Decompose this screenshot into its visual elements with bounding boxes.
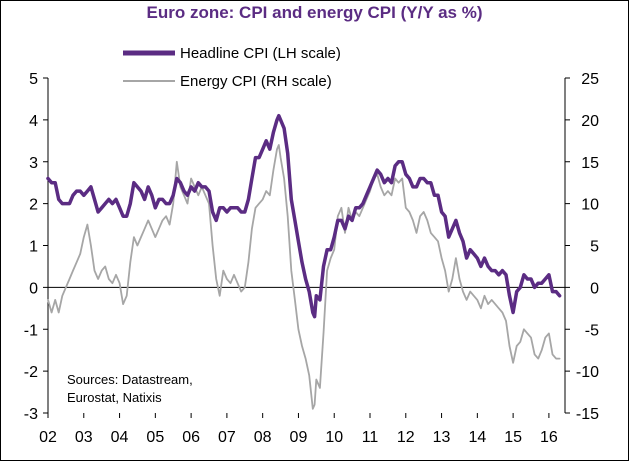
chart-title: Euro zone: CPI and energy CPI (Y/Y as %)	[146, 3, 483, 22]
left-tick-label: -1	[24, 322, 38, 339]
source-line-2: Eurostat, Natixis	[67, 390, 162, 405]
x-tick-label: 02	[39, 429, 57, 446]
x-tick-label: 15	[504, 429, 522, 446]
left-tick-label: 0	[29, 280, 38, 297]
x-tick-label: 13	[433, 429, 451, 446]
left-tick-label: 2	[29, 197, 38, 214]
series-layer	[46, 113, 562, 410]
right-tick-label: -15	[576, 406, 599, 423]
right-tick-label: 20	[581, 113, 599, 130]
left-tick-label: 5	[29, 71, 38, 88]
right-tick-label: 25	[581, 71, 599, 88]
right-tick-label: -5	[585, 322, 599, 339]
x-tick-label: 05	[146, 429, 164, 446]
x-tick-label: 10	[325, 429, 343, 446]
x-tick-label: 12	[397, 429, 415, 446]
x-tick-label: 04	[111, 429, 129, 446]
x-tick-label: 06	[182, 429, 200, 446]
left-axis-ticks: 5 4 3 2 1 0 -1 -2 -3	[24, 71, 48, 423]
x-tick-label: 09	[290, 429, 308, 446]
right-tick-label: -10	[576, 364, 599, 381]
x-tick-label: 14	[468, 429, 486, 446]
left-tick-label: 3	[29, 155, 38, 172]
energy-cpi-line	[47, 144, 561, 410]
left-tick-label: -3	[24, 406, 38, 423]
source-line-1: Sources: Datastream,	[67, 372, 193, 387]
left-tick-label: 4	[29, 113, 38, 130]
x-tick-label: 07	[218, 429, 236, 446]
left-tick-label: -2	[24, 364, 38, 381]
headline-cpi-line	[46, 113, 562, 319]
source-note: Sources: Datastream, Eurostat, Natixis	[67, 372, 193, 405]
legend-label-headline: Headline CPI (LH scale)	[180, 45, 341, 62]
legend: Headline CPI (LH scale) Energy CPI (RH s…	[123, 45, 341, 90]
x-axis-ticks: 02 03 04 05 06 07 08 09 10 11 12 13 14 15 16	[39, 413, 558, 446]
right-tick-label: 15	[581, 155, 599, 172]
x-tick-label: 03	[75, 429, 93, 446]
legend-label-energy: Energy CPI (RH scale)	[180, 73, 332, 90]
left-tick-label: 1	[29, 239, 38, 256]
right-axis-ticks: 25 20 15 10 5 0 -5 -10 -15	[565, 71, 599, 423]
x-tick-label: 08	[254, 429, 272, 446]
right-tick-label: 5	[590, 239, 599, 256]
right-tick-label: 0	[590, 280, 599, 297]
x-tick-label: 16	[540, 429, 558, 446]
x-tick-label: 11	[362, 429, 379, 446]
right-tick-label: 10	[581, 197, 599, 214]
